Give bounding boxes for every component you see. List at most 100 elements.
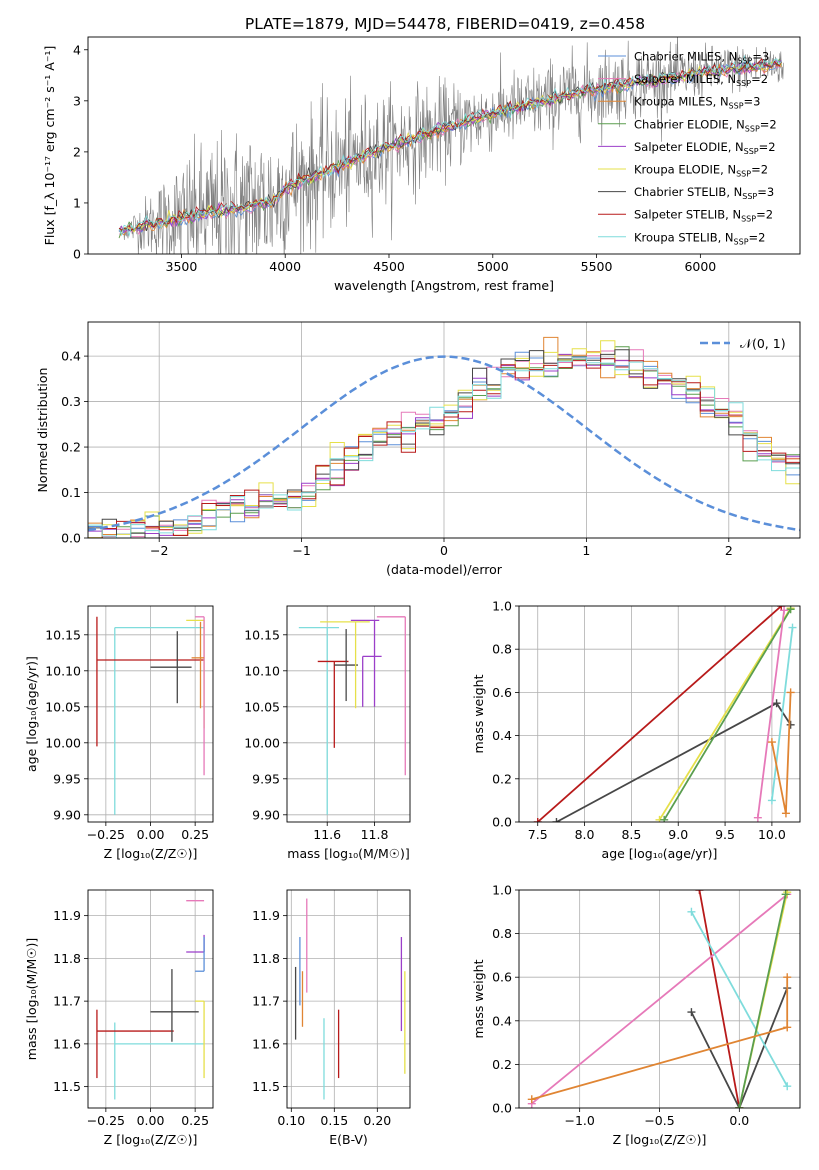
residuals-panel: −2 −1 0 1 2 0.0 0.1 0.2 0.3 0.4 (data-model)/error… bbox=[35, 321, 801, 577]
legend-entry: Kroupa STELIB, NSSP=2 bbox=[634, 230, 765, 246]
y-tick-label: 0.0 bbox=[61, 531, 81, 546]
y-axis-label: mass weight bbox=[471, 674, 486, 753]
x-tick-label: −0.25 bbox=[87, 1113, 125, 1128]
y-tick-label: 0.0 bbox=[492, 815, 512, 830]
spectrum-legend: Chabrier MILES, NSSP=3 Salpeter MILES, NS… bbox=[598, 50, 777, 246]
series-marker bbox=[660, 815, 669, 822]
y-tick-label: 11.8 bbox=[252, 951, 280, 966]
legend-entry: Salpeter ELODIE, NSSP=2 bbox=[634, 140, 776, 156]
axes-frame bbox=[87, 321, 801, 539]
x-axis-label: (data-model)/error bbox=[386, 562, 503, 577]
weight-vs-age-plot-area bbox=[533, 606, 797, 822]
x-axis-label: Z [log₁₀(Z/Z☉)] bbox=[104, 1132, 198, 1147]
x-tick-label: 0.25 bbox=[181, 1113, 209, 1128]
y-tick-label: 11.6 bbox=[53, 1036, 81, 1051]
y-tick-label: 0.8 bbox=[492, 642, 512, 657]
legend-entry: Salpeter STELIB, NSSP=2 bbox=[634, 208, 773, 224]
x-tick-label: 11.6 bbox=[313, 827, 341, 842]
legend-subscript: SSP bbox=[736, 79, 751, 88]
y-tick-label: 0 bbox=[73, 247, 81, 262]
series-line bbox=[698, 890, 741, 1108]
legend-entry: Chabrier MILES, NSSP=3 bbox=[634, 50, 769, 66]
legend-subscript: SSP bbox=[729, 102, 744, 111]
point bbox=[317, 660, 349, 748]
series-marker bbox=[788, 623, 797, 632]
axes-frame bbox=[286, 889, 411, 1109]
y-tick-label: 10.15 bbox=[45, 627, 81, 642]
point bbox=[350, 619, 380, 707]
legend-entry: Chabrier ELODIE, NSSP=2 bbox=[634, 117, 777, 133]
y-tick-label: 11.6 bbox=[252, 1036, 280, 1051]
y-tick-label: 10.05 bbox=[244, 699, 280, 714]
histogram-salpeter-stelib bbox=[88, 358, 800, 538]
legend-suffix: =2 bbox=[749, 230, 766, 244]
y-axis-label: Flux [f_λ 10⁻¹⁷ erg cm⁻² s⁻¹ A⁻¹] bbox=[42, 46, 57, 246]
legend-suffix: =3 bbox=[744, 95, 761, 109]
y-tick-label: 0.6 bbox=[492, 970, 512, 985]
series-line bbox=[690, 911, 788, 1087]
x-axis-label: E(B-V) bbox=[329, 1132, 368, 1147]
series-marker bbox=[786, 688, 795, 697]
point bbox=[195, 616, 205, 776]
x-tick-label: 0.10 bbox=[277, 1113, 305, 1128]
y-tick-label: 9.95 bbox=[53, 771, 81, 786]
weight-vs-Z-panel: −1.0 −0.5 0.0 0.0 0.2 0.4 0.6 0.8 1.0 Z [log₁₀(Z/… bbox=[471, 883, 801, 1147]
x-tick-label: 0.00 bbox=[137, 1113, 165, 1128]
series-line bbox=[690, 987, 789, 1108]
y-tick-label: 10.00 bbox=[244, 735, 280, 750]
axes-frame bbox=[286, 605, 411, 823]
x-tick-label: −0.5 bbox=[644, 1113, 674, 1128]
y-tick-label: 11.5 bbox=[252, 1079, 280, 1094]
series-marker bbox=[753, 813, 762, 822]
x-tick-label: 0.25 bbox=[181, 827, 209, 842]
series-line bbox=[738, 894, 787, 1108]
y-tick-label: 9.90 bbox=[53, 807, 81, 822]
series-line bbox=[771, 627, 794, 801]
x-tick-label: −0.25 bbox=[87, 827, 125, 842]
x-axis-label: Z [log₁₀(Z/Z☉)] bbox=[613, 1132, 707, 1147]
mass-vs-EBV-panel: 0.10 0.15 0.20 11.5 11.6 11.7 11.8 11.9 E(B-V) bbox=[252, 889, 411, 1147]
point bbox=[376, 616, 406, 776]
y-tick-label: 11.7 bbox=[252, 994, 280, 1009]
mass-vs-Z-plot-area bbox=[96, 900, 205, 1100]
y-tick-label: 10.00 bbox=[45, 735, 81, 750]
axes-frame bbox=[87, 605, 214, 823]
series-marker bbox=[687, 1008, 696, 1017]
series-line bbox=[756, 610, 785, 818]
legend-suffix: =2 bbox=[756, 208, 773, 222]
x-tick-label: 5500 bbox=[581, 259, 613, 274]
y-tick-label: 1.0 bbox=[492, 883, 512, 898]
mass-vs-EBV-plot-area bbox=[294, 898, 406, 1100]
y-axis-label: Normed distribution bbox=[35, 368, 50, 493]
weight-vs-age-panel: 7.5 8.0 8.5 9.0 9.5 10.0 0.0 0.2 0.4 0.6 0.8 1.0 age… bbox=[471, 599, 801, 861]
series-marker bbox=[783, 1082, 792, 1091]
legend-entry: 𝒩(0, 1) bbox=[740, 336, 786, 351]
x-axis-label: age [log₁₀(age/yr)] bbox=[602, 846, 718, 861]
axes-frame bbox=[518, 889, 801, 1109]
x-tick-label: 6000 bbox=[684, 259, 716, 274]
legend-entry: Chabrier STELIB, NSSP=3 bbox=[634, 185, 774, 201]
spectrum-panel: 3500 4000 4500 5000 5500 6000 0 1 2 3 4 wavelength … bbox=[42, 36, 801, 293]
y-tick-label: 11.9 bbox=[252, 908, 280, 923]
point bbox=[334, 629, 358, 702]
y-tick-label: 0.2 bbox=[492, 1057, 512, 1072]
legend-suffix: =2 bbox=[751, 72, 768, 86]
y-tick-label: 11.5 bbox=[53, 1079, 81, 1094]
x-tick-label: 0 bbox=[440, 543, 448, 558]
x-axis-label: mass [log₁₀(M/M☉)] bbox=[287, 846, 409, 861]
legend-suffix: =3 bbox=[752, 50, 769, 64]
legend-suffix: =3 bbox=[757, 185, 774, 199]
y-tick-label: 1.0 bbox=[492, 599, 512, 614]
x-tick-label: −1 bbox=[292, 543, 310, 558]
series-marker bbox=[786, 720, 795, 729]
y-tick-label: 0.2 bbox=[492, 771, 512, 786]
legend-subscript: SSP bbox=[736, 170, 751, 179]
model-line-kroupa-stelib bbox=[118, 54, 783, 238]
x-tick-label: −2 bbox=[150, 543, 168, 558]
y-tick-label: 11.8 bbox=[53, 951, 81, 966]
y-tick-label: 0.4 bbox=[492, 1013, 512, 1028]
mass-vs-Z-panel: −0.25 0.00 0.25 11.5 11.6 11.7 11.8 11.9 Z [log₁… bbox=[24, 889, 214, 1147]
x-axis-label: Z [log₁₀(Z/Z☉)] bbox=[104, 846, 198, 861]
x-tick-label: 4000 bbox=[269, 259, 301, 274]
